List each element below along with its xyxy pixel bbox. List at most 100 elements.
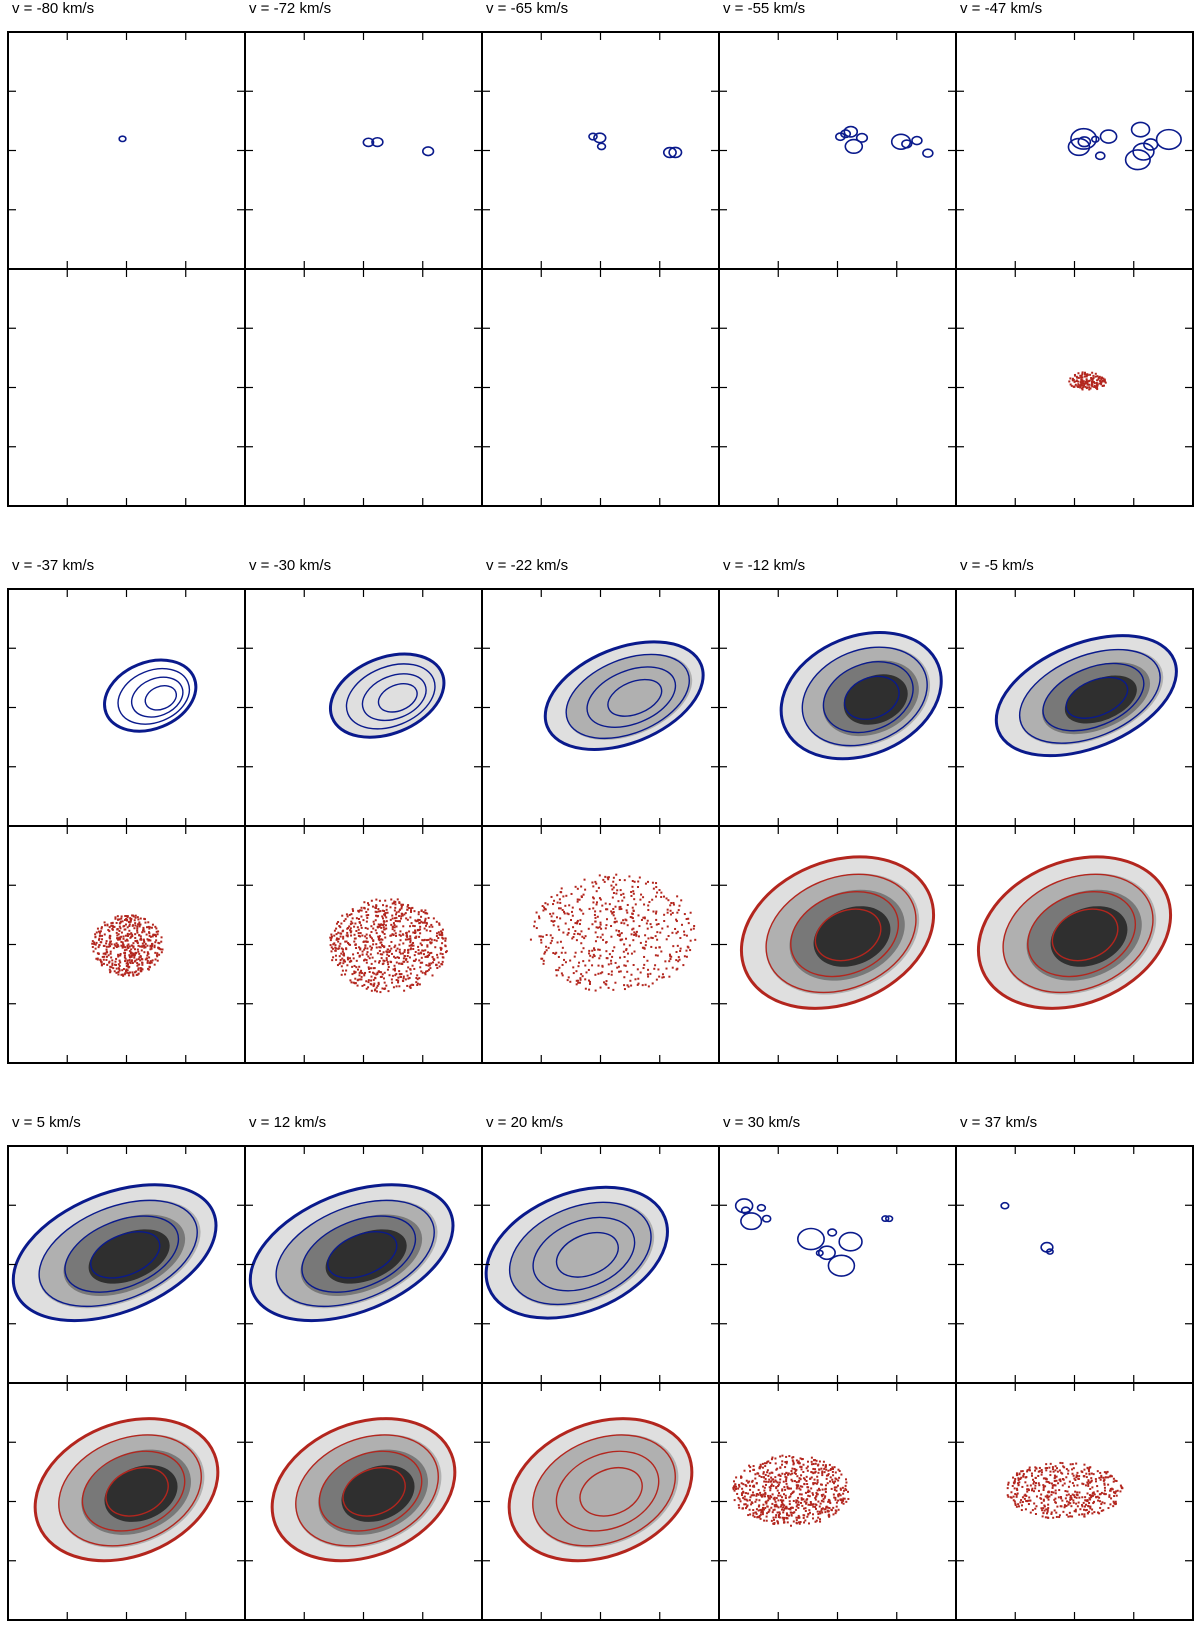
emission-dot [154,925,157,928]
emission-dot [420,952,423,955]
emission-dot [129,956,132,959]
emission-dot [1085,1476,1088,1479]
emission-dot [149,935,152,938]
emission-dot [617,900,620,903]
emission-dot [120,915,123,918]
emission-dot [1048,1495,1051,1498]
emission-dot [407,977,410,980]
emission-dot [378,971,381,974]
contour-blob [1099,129,1118,144]
emission-dot [1044,1516,1047,1519]
emission-dot [135,940,138,943]
emission-dot [580,942,583,945]
emission-dot [567,976,570,979]
emission-dot [669,958,672,961]
emission-dot [359,978,362,981]
emission-dot [111,959,114,962]
emission-dot [1086,1499,1089,1502]
emission-dot [360,909,363,912]
emission-dot [632,909,635,912]
velocity-label: v = -37 km/s [12,557,95,574]
emission-dot [570,919,573,922]
emission-dot [133,948,136,951]
emission-dot [631,906,634,909]
emission-dot [595,890,598,893]
emission-dot [331,947,334,950]
emission-dot [797,1501,800,1504]
emission-dot [805,1467,808,1470]
emission-dot [1092,1502,1095,1505]
emission-dot [792,1520,795,1523]
emission-dot [375,943,378,946]
emission-dot [125,938,128,941]
emission-dot [811,1471,814,1474]
emission-dot [1061,1472,1064,1475]
emission-dot [1047,1498,1050,1501]
emission-dot [1026,1488,1029,1491]
emission-dot [425,929,428,932]
emission-dot [628,875,631,878]
emission-dot [1100,383,1103,386]
emission-dot [607,878,610,881]
emission-dot [422,939,425,942]
emission-dot [409,941,412,944]
emission-dot [643,955,646,958]
emission-dot [771,1511,774,1514]
emission-dot [1101,380,1104,383]
emission-region [270,1417,457,1563]
intensity-map [843,674,908,725]
emission-dot [407,904,410,907]
emission-dot [146,954,149,957]
emission-dot [121,941,124,944]
emission-dot [790,1506,793,1509]
emission-dot [1073,385,1076,388]
emission-dot [818,1505,821,1508]
emission-dot [1069,1463,1072,1466]
emission-dot [374,988,377,991]
emission-dot [124,946,127,949]
emission-dot [554,952,557,955]
contour [607,678,663,717]
emission-dot [1029,1511,1032,1514]
blue-channel-panel [244,1145,483,1384]
emission-dot [1088,379,1091,382]
emission-dot [1096,379,1099,382]
emission-dot [817,1471,820,1474]
emission-dot [1040,1468,1043,1471]
emission-dot [1077,385,1080,388]
emission-dot [805,1479,808,1482]
emission-dot [670,955,673,958]
emission-dot [344,918,347,921]
emission-dot [140,937,143,940]
emission-dot [611,888,614,891]
panel-frame [244,268,483,507]
emission-dot [335,927,338,930]
emission-dot [825,1468,828,1471]
emission-dot [1100,381,1103,384]
emission-dot [663,913,666,916]
emission-dot [397,910,400,913]
emission-dot [404,938,407,941]
emission-dot [97,952,100,955]
emission-dot [1063,1466,1066,1469]
emission-dot [655,886,658,889]
emission-dot [439,948,442,951]
emission-dot [1108,1495,1111,1498]
emission-dot [121,920,124,923]
emission-dot [340,947,343,950]
emission-dot [439,933,442,936]
emission-dot [155,935,158,938]
emission-dot [423,938,426,941]
emission-dot [370,931,373,934]
emission-dot [623,955,626,958]
emission-dot [805,1502,808,1505]
emission-dot [840,1501,843,1504]
intensity-map [1064,675,1137,724]
emission-dot [110,966,113,969]
emission-dot [115,957,118,960]
emission-dot [773,1504,776,1507]
emission-dot [149,944,152,947]
emission-dot [345,969,348,972]
emission-dot [779,1499,782,1502]
emission-dot [398,920,401,923]
